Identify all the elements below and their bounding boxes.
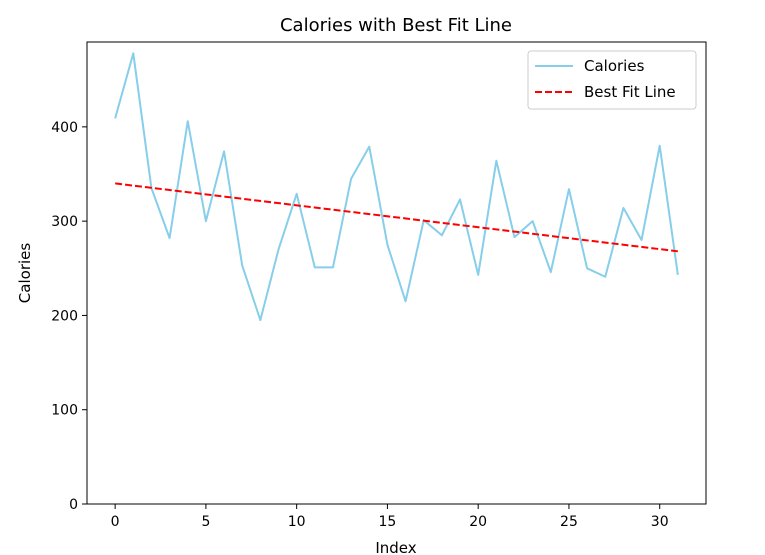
x-tick-label: 15 — [379, 514, 397, 530]
legend-label-best-fit-line: Best Fit Line — [584, 83, 676, 101]
y-tick-label: 300 — [51, 214, 78, 230]
x-tick-label: 30 — [651, 514, 669, 530]
x-tick-label: 20 — [469, 514, 487, 530]
y-axis-ticks: 0 100 200 300 400 — [51, 120, 87, 513]
series-line-best-fit-line — [115, 182, 678, 253]
chart-title: Calories with Best Fit Line — [280, 15, 512, 36]
x-tick-label: 25 — [560, 514, 578, 530]
y-tick-label: 200 — [51, 308, 78, 324]
legend: Calories Best Fit Line — [527, 50, 697, 110]
x-tick-label: 0 — [111, 514, 120, 530]
x-axis-ticks: 0 5 10 15 20 25 30 — [111, 504, 669, 530]
x-tick-label: 5 — [201, 514, 210, 530]
y-axis-label: Calories — [16, 243, 34, 304]
x-axis-label: Index — [375, 539, 416, 555]
y-tick-label: 0 — [69, 497, 78, 513]
x-tick-label: 10 — [288, 514, 306, 530]
y-tick-label: 400 — [51, 120, 78, 136]
legend-label-calories: Calories — [584, 57, 645, 75]
plot-area — [86, 41, 707, 505]
series-line-calories — [114, 52, 679, 322]
y-tick-label: 100 — [51, 403, 78, 419]
series-layer — [114, 52, 679, 322]
